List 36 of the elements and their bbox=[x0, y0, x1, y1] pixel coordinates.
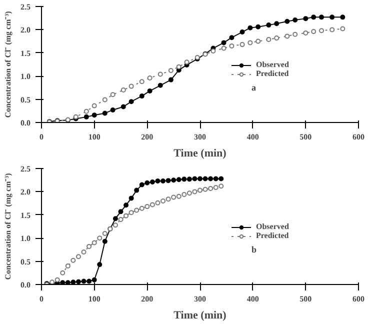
x-axis-title: Time (min) bbox=[174, 148, 227, 160]
x-tick-label: 300 bbox=[194, 294, 206, 304]
legend-label: Observed bbox=[256, 60, 289, 69]
y-tick-label: 2.5 bbox=[20, 2, 30, 12]
legend-label: Predicted bbox=[256, 231, 289, 240]
legend-label: Observed bbox=[256, 222, 289, 231]
x-tick-label: 600 bbox=[352, 294, 364, 304]
x-tick-label: 0 bbox=[40, 294, 44, 304]
y-tick-label: 1.5 bbox=[20, 48, 30, 58]
x-tick-label: 100 bbox=[88, 294, 100, 304]
y-tick-label: 1.0 bbox=[20, 234, 30, 244]
y-tick-label: 0.0 bbox=[20, 118, 30, 128]
y-tick-label: 2.5 bbox=[20, 164, 30, 174]
x-tick-label: 100 bbox=[88, 132, 100, 142]
x-tick-label: 300 bbox=[194, 132, 206, 142]
x-tick-label: 200 bbox=[141, 132, 154, 142]
y-tick-label: 1.5 bbox=[20, 210, 30, 220]
y-tick-label: 0.5 bbox=[20, 257, 30, 266]
legend-label: Predicted bbox=[256, 69, 289, 78]
y-axis-title: Concentration of Cl⁻ (mg cm⁻³) bbox=[4, 10, 12, 118]
x-tick-label: 200 bbox=[141, 294, 154, 304]
x-tick-label: 400 bbox=[246, 294, 259, 304]
y-tick-label: 1.0 bbox=[20, 72, 30, 82]
x-tick-label: 500 bbox=[300, 132, 312, 142]
annotation: b bbox=[252, 244, 257, 254]
x-tick-label: 500 bbox=[300, 294, 312, 304]
x-tick-label: 600 bbox=[352, 132, 364, 142]
y-tick-label: 0.0 bbox=[20, 280, 30, 290]
y-tick-label: 2.0 bbox=[20, 188, 30, 197]
y-axis-title: Concentration of Cl⁻ (mg cm⁻³) bbox=[4, 172, 12, 280]
x-tick-label: 0 bbox=[40, 132, 44, 142]
y-tick-label: 2.0 bbox=[20, 26, 30, 35]
y-tick-label: 0.5 bbox=[20, 95, 30, 104]
x-axis-title: Time (min) bbox=[174, 310, 227, 322]
x-tick-label: 400 bbox=[246, 132, 259, 142]
annotation: a bbox=[252, 82, 256, 92]
